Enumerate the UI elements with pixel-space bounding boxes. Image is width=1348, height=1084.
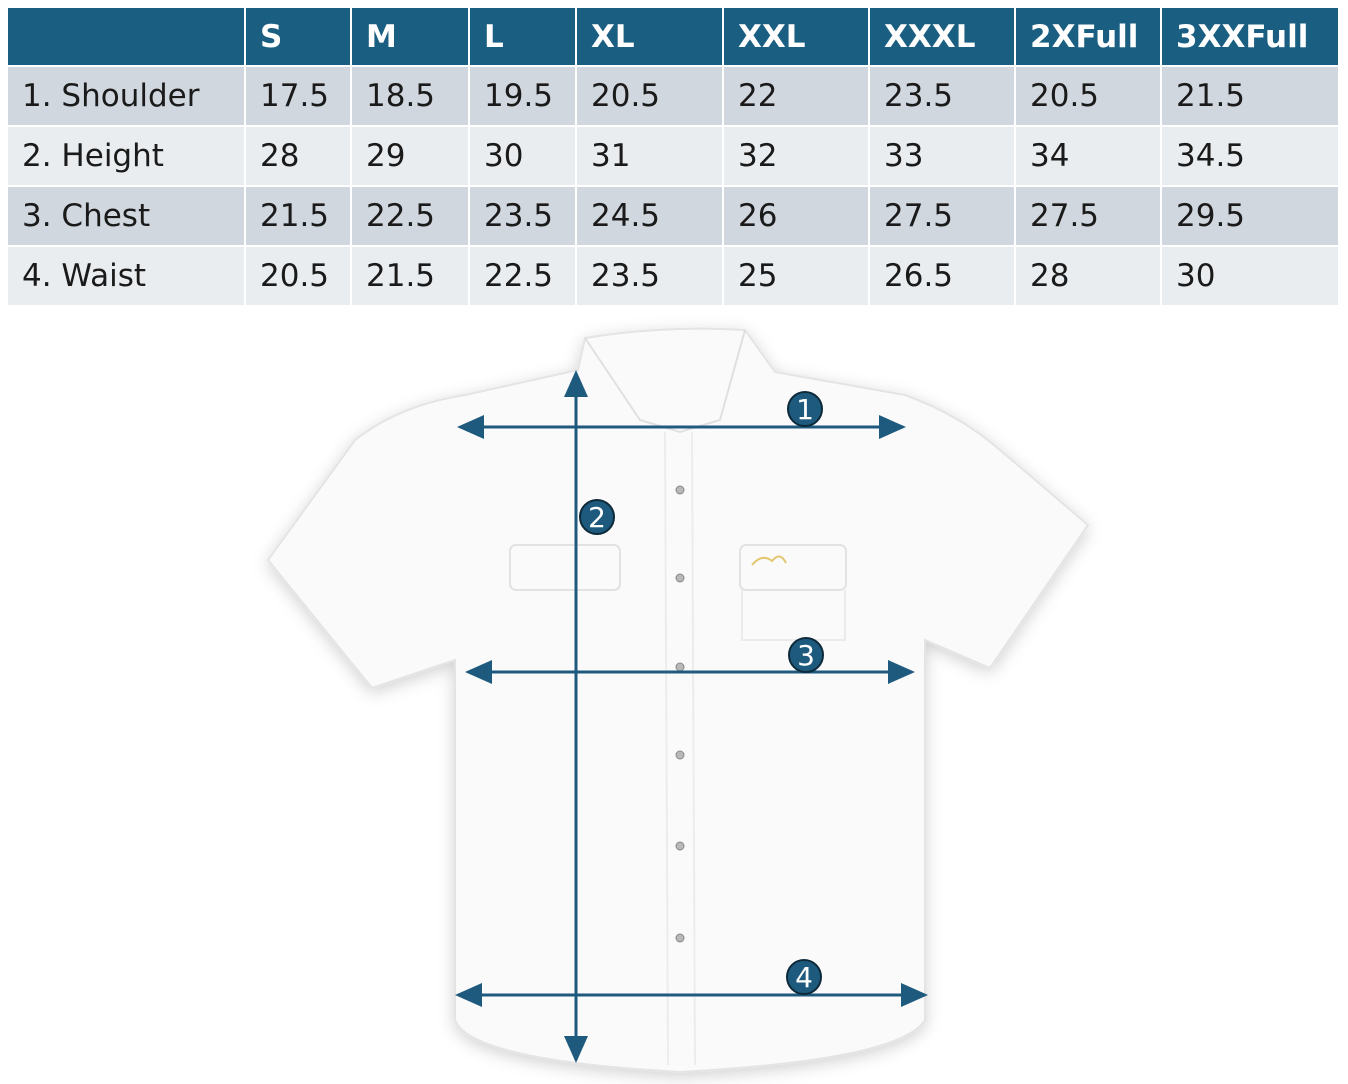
cell-value: 19.5 xyxy=(470,67,575,125)
cell-value: 32 xyxy=(724,127,868,185)
column-header: 2XFull xyxy=(1016,8,1160,65)
cell-value: 17.5 xyxy=(246,67,350,125)
cell-value: 29.5 xyxy=(1162,187,1338,245)
shirt xyxy=(266,327,1090,1074)
marker-badge xyxy=(788,637,824,673)
marker-number: 2 xyxy=(588,501,606,534)
cell-value: 28 xyxy=(1016,247,1160,305)
cell-value: 23.5 xyxy=(470,187,575,245)
marker-badge xyxy=(579,499,615,535)
cell-value: 30 xyxy=(470,127,575,185)
cell-value: 30 xyxy=(1162,247,1338,305)
cell-value: 26.5 xyxy=(870,247,1014,305)
cell-value: 34.5 xyxy=(1162,127,1338,185)
cell-value: 27.5 xyxy=(870,187,1014,245)
row-label: 2. Height xyxy=(8,127,244,185)
corner-cell xyxy=(8,8,244,65)
cell-value: 24.5 xyxy=(577,187,722,245)
cell-value: 28 xyxy=(246,127,350,185)
table-row: 1. Shoulder 17.5 18.5 19.5 20.5 22 23.5 20.5 21.… xyxy=(8,67,1338,125)
cell-value: 22.5 xyxy=(470,247,575,305)
size-table: S M L XL XXL XXXL 2XFull 3XXFull 1. Shoulder 17.5… xyxy=(6,6,1340,307)
cell-value: 23.5 xyxy=(870,67,1014,125)
marker-number: 3 xyxy=(797,639,815,672)
cell-value: 20.5 xyxy=(577,67,722,125)
cell-value: 29 xyxy=(352,127,468,185)
table-row: 4. Waist 20.5 21.5 22.5 23.5 25 26.5 28 30 xyxy=(8,247,1338,305)
cell-value: 18.5 xyxy=(352,67,468,125)
cell-value: 21.5 xyxy=(352,247,468,305)
cell-value: 34 xyxy=(1016,127,1160,185)
cell-value: 27.5 xyxy=(1016,187,1160,245)
row-label: 1. Shoulder xyxy=(8,67,244,125)
row-label: 4. Waist xyxy=(8,247,244,305)
marker-number: 1 xyxy=(796,393,814,426)
cell-value: 23.5 xyxy=(577,247,722,305)
column-header: M xyxy=(352,8,468,65)
column-header: XXXL xyxy=(870,8,1014,65)
cell-value: 20.5 xyxy=(1016,67,1160,125)
cell-value: 20.5 xyxy=(246,247,350,305)
cell-value: 22.5 xyxy=(352,187,468,245)
column-header: XXL xyxy=(724,8,868,65)
cell-value: 22 xyxy=(724,67,868,125)
marker-number: 4 xyxy=(795,961,813,994)
cell-value: 31 xyxy=(577,127,722,185)
cell-value: 33 xyxy=(870,127,1014,185)
arrows xyxy=(455,370,928,1063)
column-header: L xyxy=(470,8,575,65)
cell-value: 25 xyxy=(724,247,868,305)
row-label: 3. Chest xyxy=(8,187,244,245)
column-header: 3XXFull xyxy=(1162,8,1338,65)
cell-value: 21.5 xyxy=(246,187,350,245)
column-header: S xyxy=(246,8,350,65)
table-row: 2. Height 28 29 30 31 32 33 34 34.5 xyxy=(8,127,1338,185)
table-row: 3. Chest 21.5 22.5 23.5 24.5 26 27.5 27.5 29.5 xyxy=(8,187,1338,245)
column-header: XL xyxy=(577,8,722,65)
marker-badge xyxy=(786,959,822,995)
header-row: S M L XL XXL XXXL 2XFull 3XXFull xyxy=(8,8,1338,65)
cell-value: 21.5 xyxy=(1162,67,1338,125)
cell-value: 26 xyxy=(724,187,868,245)
marker-badge xyxy=(787,391,823,427)
